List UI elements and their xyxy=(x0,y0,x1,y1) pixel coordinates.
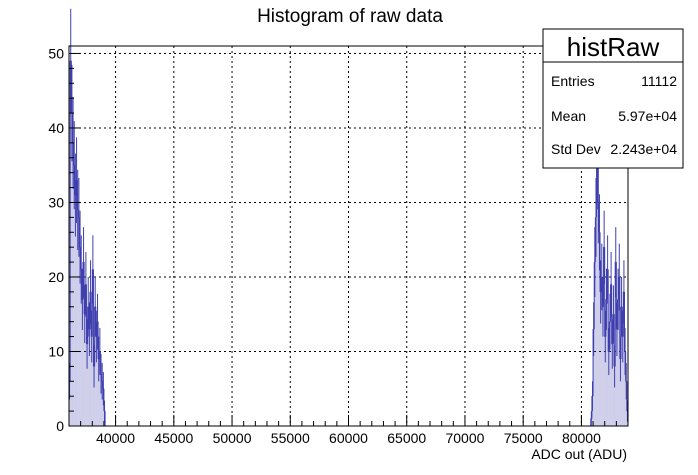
histogram-bin xyxy=(82,262,85,426)
stats-box: histRaw Entries 11112 Mean 5.97e+04 Std … xyxy=(542,28,684,169)
histogram-bin xyxy=(74,195,76,426)
stats-box-title: histRaw xyxy=(567,32,660,62)
histogram-bin xyxy=(78,217,80,426)
stats-stddev-value: 2.243e+04 xyxy=(610,141,677,157)
histogram-bin xyxy=(94,306,96,426)
y-tick-label: 40 xyxy=(48,120,64,136)
x-tick-label: 60000 xyxy=(329,430,368,446)
stats-mean-label: Mean xyxy=(551,108,586,124)
y-tick-label: 30 xyxy=(48,194,64,210)
x-tick-label: 75000 xyxy=(504,430,543,446)
histogram-bin xyxy=(611,344,613,426)
grid-lines xyxy=(69,46,628,426)
histogram-bin xyxy=(100,373,102,426)
x-axis-label: ADC out (ADU) xyxy=(531,446,627,462)
axis-ticks: 40000 45000 50000 55000 60000 65000 70000 75000… xyxy=(48,45,629,446)
histogram-bin xyxy=(87,306,89,426)
histogram-bin xyxy=(604,336,606,426)
histogram-bin xyxy=(605,299,608,426)
histogram-bin xyxy=(623,291,625,426)
stats-entries-label: Entries xyxy=(551,73,595,89)
histogram-bin xyxy=(70,60,72,426)
histogram-bin xyxy=(600,291,602,426)
stats-mean-value: 5.97e+04 xyxy=(618,108,677,124)
chart-title: Histogram of raw data xyxy=(257,6,443,27)
y-tick-label: 10 xyxy=(48,343,64,359)
histogram-bin xyxy=(71,113,73,426)
histogram-bin xyxy=(603,247,605,426)
plot-frame xyxy=(68,45,629,427)
histogram-bin xyxy=(69,381,71,426)
histogram-bin xyxy=(609,321,611,426)
histogram-bin xyxy=(595,217,597,426)
histogram-bin xyxy=(96,321,99,426)
x-tick-label: 70000 xyxy=(445,430,484,446)
y-tick-label: 50 xyxy=(48,45,64,61)
stats-stddev-label: Std Dev xyxy=(551,141,601,157)
histogram-bin xyxy=(619,358,622,426)
histogram-bin xyxy=(81,299,83,426)
x-tick-label: 55000 xyxy=(271,430,310,446)
histogram-bin xyxy=(610,284,612,426)
histogram-bin xyxy=(75,180,78,426)
histogram-bin xyxy=(597,202,599,426)
histogram-bin xyxy=(594,262,596,426)
histogram-bin xyxy=(101,381,103,426)
x-tick-label: 40000 xyxy=(96,430,135,446)
histogram-bin xyxy=(98,358,100,426)
histogram-bin xyxy=(77,209,79,426)
histogram-bin xyxy=(91,336,93,426)
histogram-bin xyxy=(625,381,627,426)
histogram-bin xyxy=(618,276,620,426)
histogram-bars xyxy=(68,8,628,427)
histogram-bin xyxy=(85,284,87,426)
histogram-bin xyxy=(598,232,601,426)
x-tick-label: 45000 xyxy=(154,430,193,446)
histogram-bin xyxy=(616,329,618,426)
x-tick-label: 65000 xyxy=(387,430,426,446)
histogram-bin xyxy=(80,269,82,426)
histogram-bin xyxy=(84,314,86,426)
histogram-bin xyxy=(607,269,609,426)
histogram-bin xyxy=(596,165,598,426)
histogram-bin xyxy=(95,336,97,426)
y-tick-label: 20 xyxy=(48,269,64,285)
histogram-bin xyxy=(72,142,74,427)
histogram-bin xyxy=(102,388,104,426)
histogram-bin xyxy=(601,276,603,426)
histogram-bin xyxy=(602,306,604,426)
histogram-bin xyxy=(615,262,617,426)
histogram-bin xyxy=(622,336,624,426)
histogram-bin xyxy=(99,351,101,426)
histogram-bin xyxy=(92,269,94,426)
histogram-bin xyxy=(88,329,90,426)
histogram-bin xyxy=(608,351,610,426)
histogram-bin xyxy=(73,165,75,426)
histogram-bin xyxy=(617,299,619,426)
histogram-bin xyxy=(612,314,615,426)
histogram-bin xyxy=(593,329,595,426)
histogram-bin xyxy=(624,351,626,426)
stats-entries-value: 11112 xyxy=(641,73,677,89)
histogram-bin xyxy=(79,247,81,426)
histogram-bin xyxy=(86,344,88,426)
histogram-bin xyxy=(614,366,616,426)
histogram-bin xyxy=(621,306,623,426)
histogram-bin xyxy=(89,291,92,426)
y-tick-label: 0 xyxy=(56,418,64,434)
histogram-bin xyxy=(93,366,95,426)
x-tick-label: 80000 xyxy=(562,430,601,446)
x-tick-label: 50000 xyxy=(213,430,252,446)
